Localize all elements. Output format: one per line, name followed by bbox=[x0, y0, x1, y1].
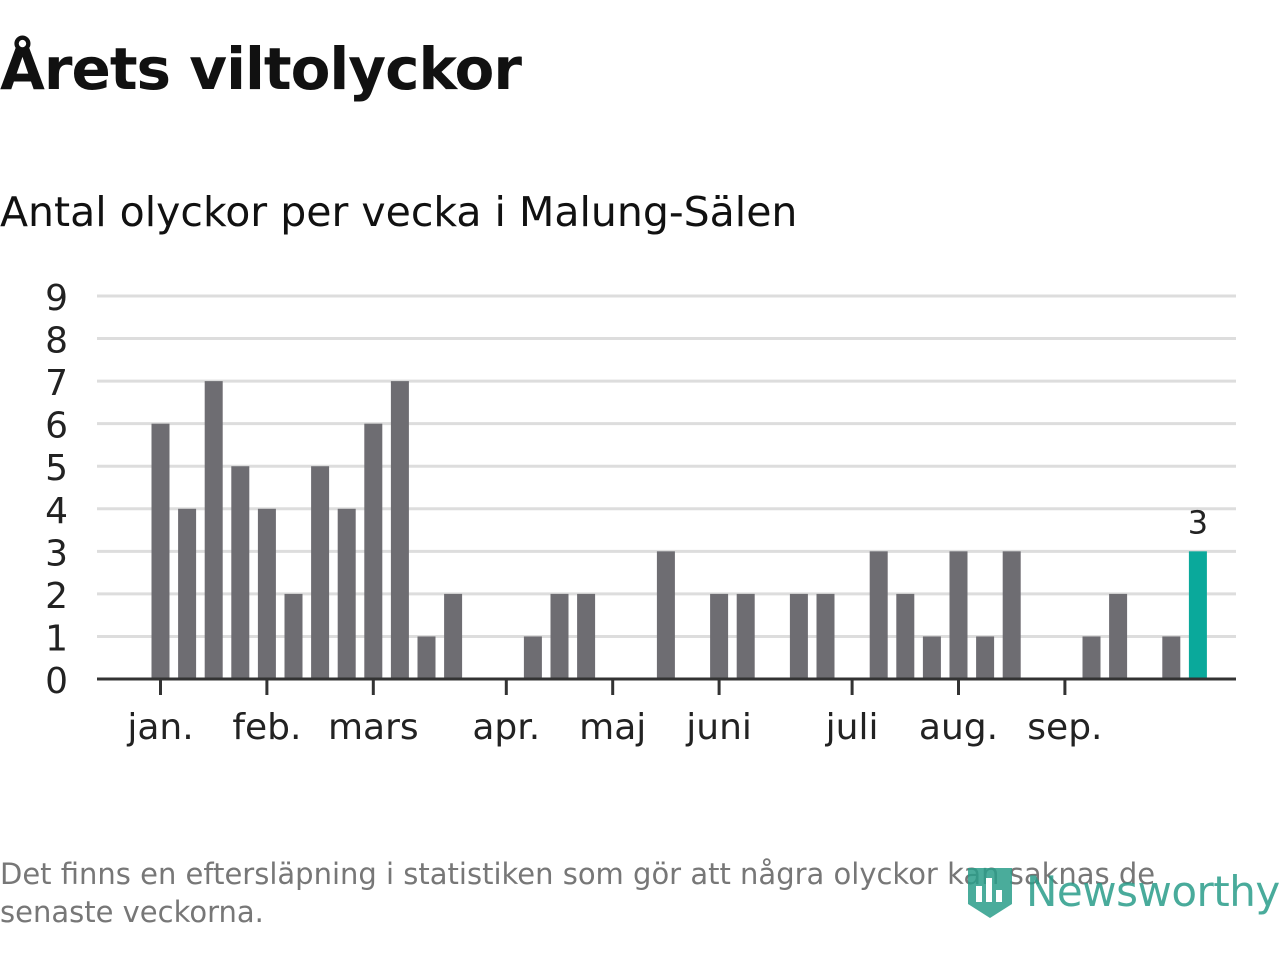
x-tick-label: aug. bbox=[919, 707, 998, 748]
bar bbox=[231, 466, 250, 679]
x-tick-label: jan. bbox=[126, 707, 193, 748]
bar bbox=[257, 508, 276, 679]
x-tick-label: mars bbox=[328, 707, 419, 748]
bar bbox=[816, 593, 835, 679]
bar bbox=[789, 593, 808, 679]
bar bbox=[949, 551, 968, 679]
bar-data-label: 3 bbox=[1188, 503, 1208, 541]
bar bbox=[550, 593, 569, 679]
bar bbox=[178, 508, 197, 679]
x-axis-ticks: jan. feb. mars apr. maj juni juli aug. sep. bbox=[126, 679, 1103, 748]
y-tick-label: 0 bbox=[45, 661, 68, 702]
newsworthy-logo: Newsworthy bbox=[964, 860, 1280, 922]
bar bbox=[869, 551, 888, 679]
x-tick-label: maj bbox=[579, 707, 646, 748]
bar bbox=[922, 636, 941, 679]
bar bbox=[577, 593, 596, 679]
y-tick-label: 8 bbox=[45, 321, 68, 362]
bar bbox=[1109, 593, 1128, 679]
bar bbox=[1082, 636, 1101, 679]
y-tick-label: 4 bbox=[45, 491, 68, 532]
bar bbox=[523, 636, 542, 679]
y-tick-label: 1 bbox=[45, 618, 68, 659]
newsworthy-logo-icon bbox=[968, 868, 1012, 918]
y-tick-label: 2 bbox=[45, 576, 68, 617]
bar-highlight bbox=[1188, 551, 1207, 679]
bar bbox=[204, 381, 223, 679]
chart-subtitle: Antal olyckor per vecka i Malung-Sälen bbox=[0, 188, 798, 236]
y-tick-label: 9 bbox=[45, 278, 68, 319]
bar bbox=[976, 636, 995, 679]
bar bbox=[444, 593, 463, 679]
bar bbox=[390, 381, 409, 679]
bar bbox=[710, 593, 729, 679]
y-tick-label: 7 bbox=[45, 363, 68, 404]
x-tick-label: juni bbox=[685, 707, 752, 748]
bar bbox=[656, 551, 675, 679]
x-tick-label: feb. bbox=[232, 707, 301, 748]
x-tick-label: sep. bbox=[1027, 707, 1102, 748]
bar bbox=[1162, 636, 1181, 679]
bar bbox=[284, 593, 303, 679]
y-tick-label: 5 bbox=[45, 448, 68, 489]
bar bbox=[311, 466, 330, 679]
chart-title: Årets viltolyckor bbox=[0, 35, 522, 103]
y-tick-label: 6 bbox=[45, 406, 68, 447]
bar bbox=[896, 593, 915, 679]
bar bbox=[151, 423, 170, 679]
bar bbox=[736, 593, 755, 679]
logo-text: Newsworthy bbox=[1026, 866, 1280, 916]
x-tick-label: juli bbox=[825, 707, 879, 748]
x-tick-label: apr. bbox=[472, 707, 540, 748]
bar bbox=[417, 636, 436, 679]
bar bbox=[337, 508, 356, 679]
y-tick-label: 3 bbox=[45, 533, 68, 574]
footnote: Det finns en eftersläpning i statistiken… bbox=[0, 857, 1156, 929]
bar bbox=[364, 423, 383, 679]
bar bbox=[1002, 551, 1021, 679]
bars: 3 bbox=[151, 381, 1208, 679]
